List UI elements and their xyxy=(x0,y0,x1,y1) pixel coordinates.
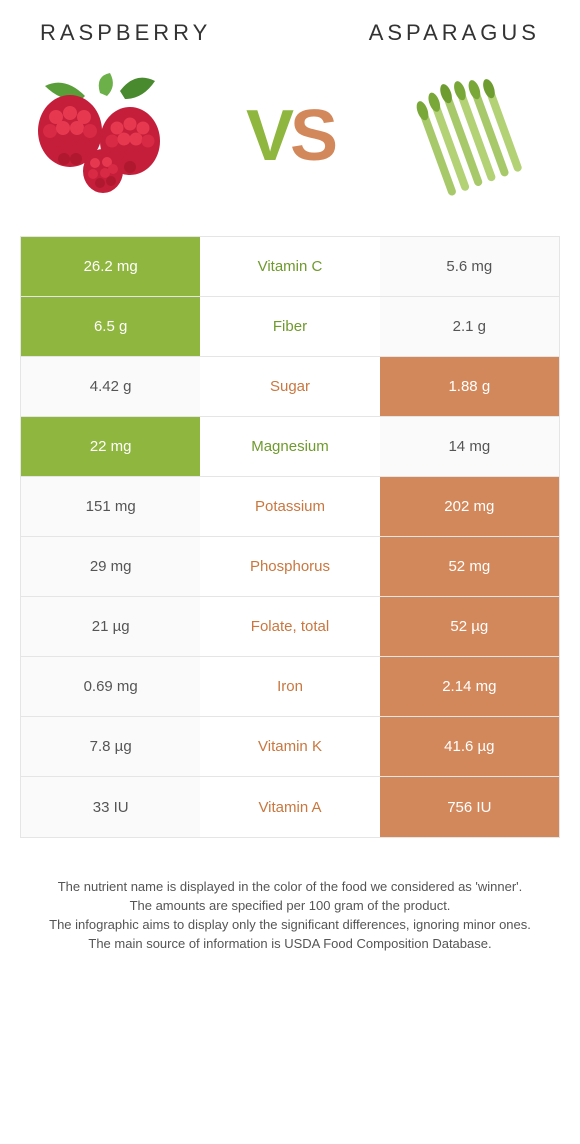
table-row: 0.69 mgIron2.14 mg xyxy=(21,657,559,717)
table-row: 4.42 gSugar1.88 g xyxy=(21,357,559,417)
nutrient-label: Vitamin K xyxy=(200,717,379,776)
table-row: 151 mgPotassium202 mg xyxy=(21,477,559,537)
asparagus-image xyxy=(380,66,560,206)
right-value: 14 mg xyxy=(380,417,559,476)
table-row: 7.8 µgVitamin K41.6 µg xyxy=(21,717,559,777)
vs-v: V xyxy=(246,96,290,176)
left-value: 0.69 mg xyxy=(21,657,200,716)
table-row: 21 µgFolate, total52 µg xyxy=(21,597,559,657)
right-value: 52 µg xyxy=(380,597,559,656)
nutrient-label: Sugar xyxy=(200,357,379,416)
vs-label: VS xyxy=(246,95,334,177)
right-value: 756 IU xyxy=(380,777,559,837)
footer-notes: The nutrient name is displayed in the co… xyxy=(0,838,580,973)
nutrient-label: Phosphorus xyxy=(200,537,379,596)
nutrient-label: Folate, total xyxy=(200,597,379,656)
left-value: 26.2 mg xyxy=(21,237,200,296)
footer-line: The main source of information is USDA F… xyxy=(30,935,550,954)
nutrient-label: Potassium xyxy=(200,477,379,536)
left-value: 4.42 g xyxy=(21,357,200,416)
left-value: 29 mg xyxy=(21,537,200,596)
table-row: 26.2 mgVitamin C5.6 mg xyxy=(21,237,559,297)
comparison-table: 26.2 mgVitamin C5.6 mg6.5 gFiber2.1 g4.4… xyxy=(20,236,560,838)
right-value: 5.6 mg xyxy=(380,237,559,296)
raspberry-image xyxy=(20,66,200,206)
left-value: 22 mg xyxy=(21,417,200,476)
right-value: 2.14 mg xyxy=(380,657,559,716)
table-row: 6.5 gFiber2.1 g xyxy=(21,297,559,357)
left-value: 21 µg xyxy=(21,597,200,656)
right-value: 2.1 g xyxy=(380,297,559,356)
header: Raspberry Asparagus xyxy=(0,0,580,56)
left-value: 33 IU xyxy=(21,777,200,837)
right-value: 52 mg xyxy=(380,537,559,596)
table-row: 22 mgMagnesium14 mg xyxy=(21,417,559,477)
vs-s: S xyxy=(290,96,334,176)
hero-row: VS xyxy=(0,56,580,236)
right-value: 41.6 µg xyxy=(380,717,559,776)
left-value: 151 mg xyxy=(21,477,200,536)
nutrient-label: Magnesium xyxy=(200,417,379,476)
right-value: 202 mg xyxy=(380,477,559,536)
left-value: 6.5 g xyxy=(21,297,200,356)
table-row: 29 mgPhosphorus52 mg xyxy=(21,537,559,597)
right-food-title: Asparagus xyxy=(369,20,540,46)
footer-line: The infographic aims to display only the… xyxy=(30,916,550,935)
nutrient-label: Fiber xyxy=(200,297,379,356)
nutrient-label: Vitamin C xyxy=(200,237,379,296)
footer-line: The amounts are specified per 100 gram o… xyxy=(30,897,550,916)
nutrient-label: Iron xyxy=(200,657,379,716)
right-value: 1.88 g xyxy=(380,357,559,416)
left-value: 7.8 µg xyxy=(21,717,200,776)
left-food-title: Raspberry xyxy=(40,20,211,46)
footer-line: The nutrient name is displayed in the co… xyxy=(30,878,550,897)
nutrient-label: Vitamin A xyxy=(200,777,379,837)
table-row: 33 IUVitamin A756 IU xyxy=(21,777,559,837)
